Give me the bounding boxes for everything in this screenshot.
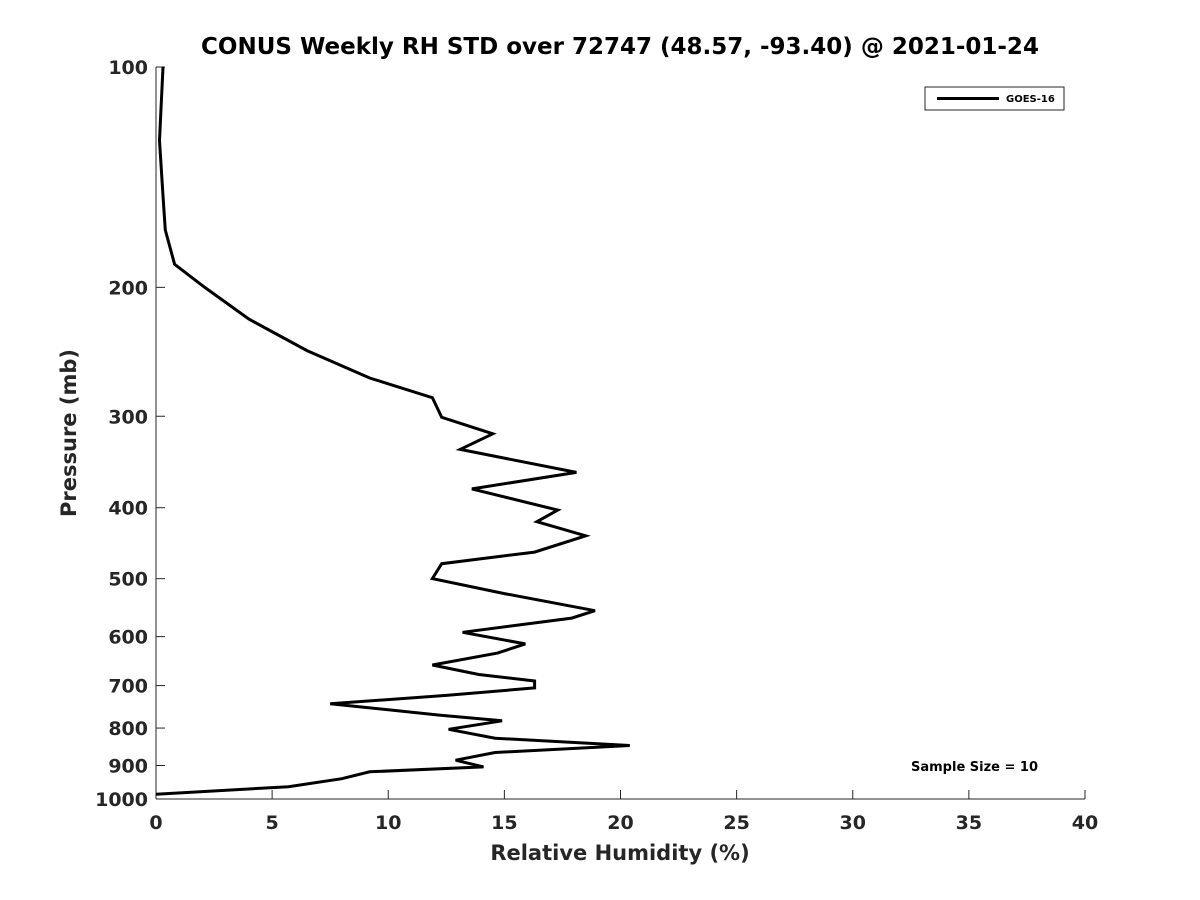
x-tick-label: 30 xyxy=(840,812,866,834)
x-tick-label: 35 xyxy=(956,812,982,834)
y-axis-label: Pressure (mb) xyxy=(57,349,81,517)
y-tick-label: 500 xyxy=(108,569,148,591)
y-axis: 100 200 300 400 500 600 700 800 900 1000 xyxy=(95,57,165,811)
y-tick-label: 600 xyxy=(108,627,148,649)
y-tick-label: 800 xyxy=(108,718,148,740)
y-tick-label: 100 xyxy=(108,57,148,79)
y-tick-label: 200 xyxy=(108,277,148,299)
x-axis: 0 5 10 15 20 25 30 35 40 xyxy=(149,790,1098,834)
x-tick-label: 15 xyxy=(491,812,517,834)
legend: GOES-16 xyxy=(924,86,1065,111)
series-layer xyxy=(155,66,630,796)
chart-title: CONUS Weekly RH STD over 72747 (48.57, -… xyxy=(201,34,1039,60)
x-tick-label: 20 xyxy=(607,812,633,834)
x-tick-label: 25 xyxy=(723,812,749,834)
x-tick-label: 40 xyxy=(1072,812,1098,834)
x-tick-label: 0 xyxy=(149,812,162,834)
series-line-goes-16 xyxy=(155,66,630,796)
legend-label-goes-16: GOES-16 xyxy=(1006,94,1055,105)
y-tick-label: 700 xyxy=(108,676,148,698)
y-tick-label: 900 xyxy=(108,756,148,778)
x-axis-label: Relative Humidity (%) xyxy=(490,841,749,865)
y-tick-label: 400 xyxy=(108,498,148,520)
y-tick-label: 1000 xyxy=(95,789,148,811)
y-tick-label: 300 xyxy=(108,406,148,428)
x-tick-label: 10 xyxy=(375,812,401,834)
x-tick-label: 5 xyxy=(266,812,279,834)
sample-size-annotation: Sample Size = 10 xyxy=(911,760,1038,775)
